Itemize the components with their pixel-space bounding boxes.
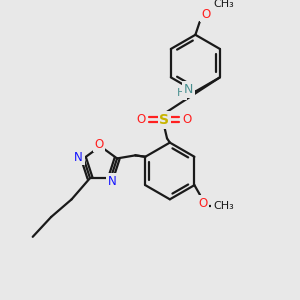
Text: N: N <box>108 175 116 188</box>
Text: N: N <box>74 151 83 164</box>
Text: O: O <box>201 8 211 21</box>
Text: N: N <box>184 83 194 96</box>
Text: O: O <box>137 113 146 126</box>
Text: O: O <box>198 196 208 209</box>
Text: CH₃: CH₃ <box>213 201 234 212</box>
Text: O: O <box>94 137 104 151</box>
Text: O: O <box>182 113 191 126</box>
Text: S: S <box>159 113 169 127</box>
Text: CH₃: CH₃ <box>213 0 234 9</box>
Text: H: H <box>176 88 185 98</box>
